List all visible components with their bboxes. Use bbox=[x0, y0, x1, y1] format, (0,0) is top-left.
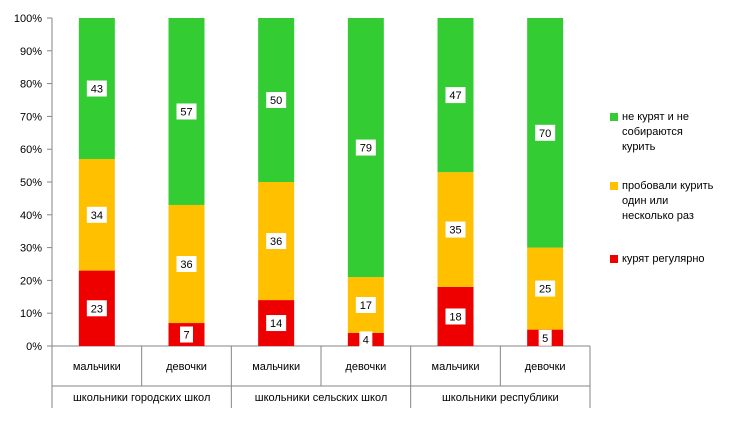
data-label: 70 bbox=[539, 128, 551, 140]
x-category-label: мальчики bbox=[432, 361, 480, 373]
data-label-box bbox=[355, 139, 376, 156]
data-label-box bbox=[180, 326, 193, 343]
data-label: 57 bbox=[180, 106, 192, 118]
data-label: 79 bbox=[360, 143, 372, 155]
x-category-label: мальчики bbox=[73, 361, 121, 373]
data-label: 4 bbox=[363, 334, 369, 346]
legend-label: курят регулярно bbox=[622, 253, 705, 265]
y-tick-label: 90% bbox=[20, 46, 42, 58]
data-label: 7 bbox=[183, 330, 189, 342]
data-label-box bbox=[538, 329, 552, 346]
legend-swatch bbox=[610, 182, 618, 190]
x-category-label: девочки bbox=[525, 361, 566, 373]
data-label: 23 bbox=[91, 303, 103, 315]
x-group-label: школьники республики bbox=[442, 392, 559, 404]
legend-swatch bbox=[610, 255, 618, 263]
data-label: 35 bbox=[449, 225, 461, 237]
y-tick-label: 20% bbox=[20, 275, 42, 287]
y-tick-label: 50% bbox=[20, 177, 42, 189]
y-tick-label: 30% bbox=[20, 243, 42, 255]
legend-label: пробовали курить один или несколько раз bbox=[622, 180, 714, 222]
x-category-label: девочки bbox=[345, 361, 386, 373]
data-label-box bbox=[86, 300, 107, 317]
data-label-box bbox=[176, 256, 197, 272]
data-label-box bbox=[355, 297, 376, 313]
data-label-box bbox=[535, 124, 556, 141]
y-tick-label: 10% bbox=[20, 308, 42, 320]
data-label: 18 bbox=[449, 311, 461, 323]
y-tick-label: 40% bbox=[20, 210, 42, 222]
y-tick-label: 100% bbox=[14, 13, 42, 25]
data-label: 43 bbox=[91, 84, 103, 96]
data-label-box bbox=[86, 206, 107, 223]
data-label: 5 bbox=[542, 333, 548, 345]
data-label: 34 bbox=[91, 210, 103, 222]
data-label-box bbox=[445, 221, 466, 238]
x-category-label: мальчики bbox=[252, 361, 300, 373]
y-tick-label: 70% bbox=[20, 111, 42, 123]
y-tick-label: 80% bbox=[20, 79, 42, 91]
data-label: 25 bbox=[539, 284, 551, 296]
data-label: 50 bbox=[270, 95, 282, 107]
data-label-box bbox=[359, 331, 373, 348]
y-tick-label: 0% bbox=[26, 341, 42, 353]
data-label-box bbox=[445, 87, 466, 104]
legend-swatch bbox=[610, 113, 618, 121]
data-label: 36 bbox=[180, 259, 192, 271]
data-label: 14 bbox=[270, 318, 282, 330]
data-label-box bbox=[535, 280, 556, 297]
data-label-box bbox=[266, 92, 287, 108]
x-group-label: школьники сельских школ bbox=[255, 392, 388, 404]
data-label-box bbox=[176, 103, 197, 120]
data-label-box bbox=[445, 308, 466, 325]
legend-label: не курят и не собираются курить bbox=[622, 111, 689, 153]
y-tick-label: 60% bbox=[20, 144, 42, 156]
data-label-box bbox=[266, 315, 287, 332]
x-group-label: школьники городских школ bbox=[73, 392, 210, 404]
data-label-box bbox=[266, 233, 287, 250]
data-label-box bbox=[86, 80, 107, 97]
data-label: 47 bbox=[449, 90, 461, 102]
data-label: 17 bbox=[360, 300, 372, 312]
x-category-label: девочки bbox=[166, 361, 207, 373]
data-label: 36 bbox=[270, 236, 282, 248]
